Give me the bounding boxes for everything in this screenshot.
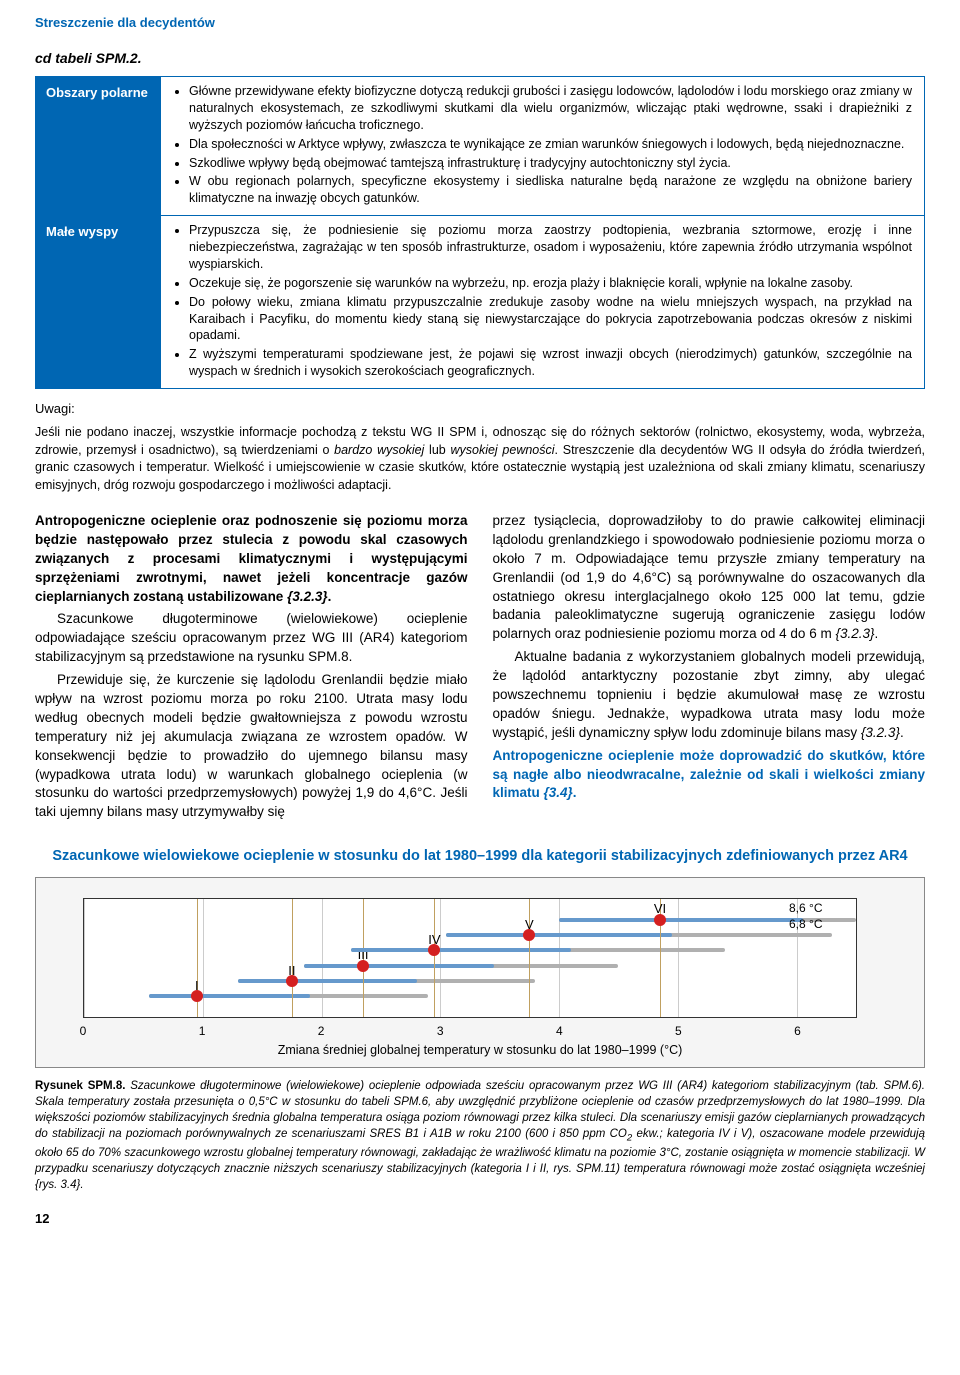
table-row-header: Małe wyspy: [36, 215, 161, 388]
col1-p1: Antropogeniczne ocieplenie oraz podnosze…: [35, 512, 468, 606]
column-left: Antropogeniczne ocieplenie oraz podnosze…: [35, 512, 468, 826]
gridline: [678, 899, 679, 1017]
table-bullet: Główne przewidywane efekty biofizyczne d…: [189, 83, 912, 134]
column-right: przez tysiąclecia, doprowadziłoby to do …: [493, 512, 926, 826]
overflow-label: 8,6 °C: [789, 901, 822, 915]
category-label: I: [195, 978, 199, 993]
category-label: II: [288, 963, 295, 978]
table-bullet: Przypuszcza się, że podniesienie się poz…: [189, 222, 912, 273]
table-row-content: Główne przewidywane efekty biofizyczne d…: [161, 77, 924, 215]
notes-text: Jeśli nie podano inaczej, wszystkie info…: [35, 424, 925, 494]
uncertainty-band-inner: [351, 948, 571, 952]
tick-label: 3: [437, 1024, 444, 1038]
center-line: [434, 899, 435, 1017]
tick-label: 1: [199, 1024, 206, 1038]
gridline: [559, 899, 560, 1017]
figure-caption: Rysunek SPM.8. Szacunkowe długoterminowe…: [35, 1078, 925, 1193]
uncertainty-band-inner: [149, 994, 309, 998]
uncertainty-band-inner: [304, 964, 494, 968]
chart-container: IIIIIIIVVVI8,6 °C6,8 °C 0123456 Zmiana ś…: [35, 877, 925, 1068]
tick-label: 5: [675, 1024, 682, 1038]
chart-title: Szacunkowe wielowiekowe ocieplenie w sto…: [35, 846, 925, 866]
tick-label: 0: [80, 1024, 87, 1038]
continuation-label: cd tabeli SPM.2.: [35, 50, 925, 66]
category-label: V: [525, 917, 534, 932]
table-bullet: Oczekuje się, że pogorszenie się warunkó…: [189, 275, 912, 292]
table-bullet: Dla społeczności w Arktyce wpływy, zwłas…: [189, 136, 912, 153]
col1-p3: Przewiduje się, że kurczenie się lądolod…: [35, 671, 468, 822]
table-row-content: Przypuszcza się, że podniesienie się poz…: [161, 215, 924, 388]
page-number: 12: [35, 1211, 925, 1226]
chart-plot: IIIIIIIVVVI8,6 °C6,8 °C: [83, 898, 857, 1018]
overflow-label: 6,8 °C: [789, 917, 822, 931]
gridline: [322, 899, 323, 1017]
uncertainty-band-inner: [446, 933, 672, 937]
chart-plot-area: IIIIIIIVVVI8,6 °C6,8 °C 0123456: [48, 893, 912, 1043]
gridline: [797, 899, 798, 1017]
notes-label: Uwagi:: [35, 401, 925, 416]
table-bullet: Do połowy wieku, zmiana klimatu przypusz…: [189, 294, 912, 345]
table-bullet: W obu regionach polarnych, specyficzne e…: [189, 173, 912, 207]
uncertainty-band-inner: [238, 979, 416, 983]
table-row-header: Obszary polarne: [36, 77, 161, 215]
gridline: [203, 899, 204, 1017]
col2-p3-heading: Antropogeniczne ocieplenie może doprowad…: [493, 747, 926, 804]
tick-label: 2: [318, 1024, 325, 1038]
chart-xlabel: Zmiana średniej globalnej temperatury w …: [48, 1043, 912, 1057]
tick-label: 6: [794, 1024, 801, 1038]
center-line: [292, 899, 293, 1017]
col2-p1: przez tysiąclecia, doprowadziłoby to do …: [493, 512, 926, 644]
spm-table: Obszary polarne Główne przewidywane efekt…: [35, 76, 925, 389]
gridline: [84, 899, 85, 1017]
uncertainty-band-inner: [559, 918, 802, 922]
body-columns: Antropogeniczne ocieplenie oraz podnosze…: [35, 512, 925, 826]
table-bullet: Z wyższymi temperaturami spodziewane jes…: [189, 346, 912, 380]
col1-p2: Szacunkowe długoterminowe (wielowiekowe)…: [35, 610, 468, 667]
gridline: [440, 899, 441, 1017]
running-header: Streszczenie dla decydentów: [35, 15, 925, 30]
table-bullet: Szkodliwe wpływy będą obejmować tamtejsz…: [189, 155, 912, 172]
category-label: VI: [654, 901, 666, 916]
col2-p2: Aktualne badania z wykorzystaniem global…: [493, 648, 926, 742]
tick-label: 4: [556, 1024, 563, 1038]
category-label: IV: [428, 932, 440, 947]
